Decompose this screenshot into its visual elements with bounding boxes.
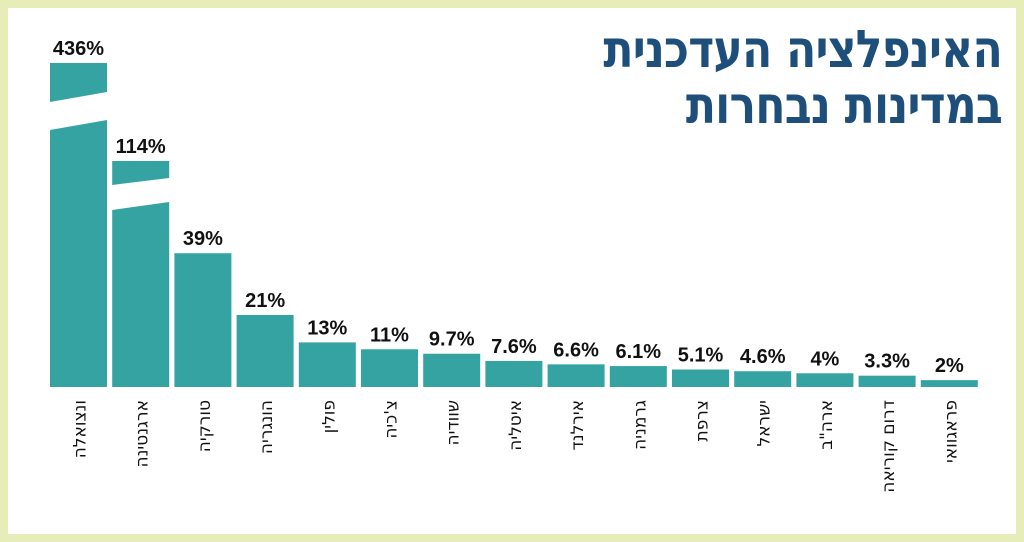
- bar-top-segment: [50, 63, 107, 102]
- bar: [796, 373, 854, 387]
- category-label: טורקיה: [195, 400, 215, 452]
- bar: [298, 342, 356, 387]
- value-label: 114%: [116, 136, 166, 158]
- bar: [485, 360, 543, 387]
- category-label: גרמניה: [630, 400, 650, 450]
- value-label: 6.6%: [553, 339, 599, 361]
- category-label: שוודיה: [444, 400, 464, 446]
- bar: [609, 366, 667, 387]
- value-label: 5.1%: [678, 345, 724, 367]
- bar: [547, 364, 605, 387]
- category-label: פראגוואי: [941, 400, 961, 463]
- value-label: 436%: [53, 38, 104, 60]
- value-label: 2%: [935, 355, 964, 377]
- category-label: ישראל: [755, 400, 775, 446]
- bar: [361, 349, 418, 387]
- category-label: צרפת: [693, 400, 713, 441]
- category-label: אירלנד: [568, 400, 588, 451]
- value-label: 39%: [183, 228, 223, 250]
- chart-title: האינפלציה העדכנית במדינות נבחרות: [603, 22, 1002, 134]
- category-label: צ'כיה: [382, 400, 402, 439]
- bar: [858, 375, 916, 387]
- value-label: 4%: [810, 348, 839, 370]
- value-label: 9.7%: [429, 329, 475, 351]
- category-label: הונגריה: [257, 400, 277, 454]
- bar: [423, 353, 481, 387]
- bar: [112, 202, 170, 387]
- value-label: 11%: [370, 324, 409, 346]
- category-label: ארגנטינה: [133, 400, 153, 468]
- bar: [236, 314, 294, 387]
- title-line-2: במדינות נבחרות: [685, 76, 1003, 136]
- bar: [920, 380, 978, 387]
- category-label: ונצואלה: [71, 400, 91, 458]
- bar: [174, 253, 232, 387]
- category-label: ארה"ב: [817, 400, 837, 450]
- bar: [672, 369, 729, 387]
- title-line-1: האינפלציה העדכנית: [603, 20, 1002, 80]
- bar-top-segment: [112, 161, 170, 185]
- category-label: דרום קוריאה: [879, 400, 899, 493]
- value-label: 21%: [245, 290, 285, 312]
- value-label: 13%: [307, 317, 347, 339]
- value-label: 6.1%: [616, 341, 662, 363]
- value-label: 7.6%: [491, 336, 537, 358]
- category-label: איטליה: [506, 400, 526, 451]
- value-label: 3.3%: [864, 351, 910, 373]
- bar: [50, 120, 107, 387]
- value-label: 4.6%: [740, 346, 786, 368]
- bar: [734, 371, 792, 387]
- category-label: פולין: [319, 400, 339, 433]
